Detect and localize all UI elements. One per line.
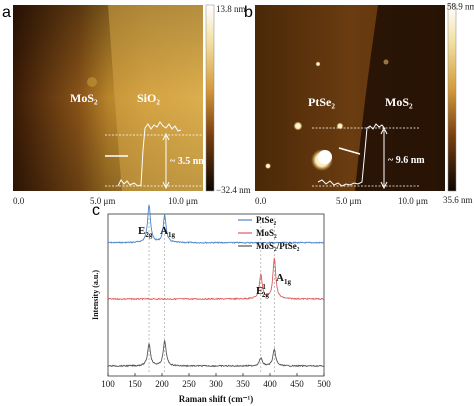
x-tick-label-7: 450 xyxy=(290,379,304,389)
afm-b-xtick-1: 5.0 μm xyxy=(336,196,361,206)
colorbar-a-min: −32.4 nm xyxy=(216,185,251,195)
afm-a-xtick-2: 10.0 μm xyxy=(168,196,198,206)
afm-b-xtick-0: 0.0 xyxy=(255,196,267,206)
raman-xlabel: Raman shift (cm⁻¹) xyxy=(179,394,253,404)
afm-b-profile xyxy=(312,123,420,190)
x-tick-label-0: 100 xyxy=(101,379,115,389)
panel-c-letter: c xyxy=(92,202,100,219)
x-tick-label-5: 350 xyxy=(236,379,250,389)
panel-b-letter: b xyxy=(244,4,253,21)
colorbar-a-max: 13.8 nm xyxy=(216,4,246,14)
afm-b-height-label: ~ 9.6 nm xyxy=(388,155,425,166)
colorbar-b-max: 58.9 nm xyxy=(447,1,474,11)
series-line-1 xyxy=(107,257,325,301)
raman-ylabel: Intensity (a.u.) xyxy=(91,270,100,320)
reference-lines xyxy=(148,218,275,372)
afm-a-xtick-0: 0.0 xyxy=(13,196,25,206)
afm-a-right-label: SiO₂ xyxy=(137,91,160,105)
afm-b-right-label: MoS₂ xyxy=(385,95,413,109)
afm-image-b xyxy=(255,5,445,191)
afm-a-left-label: MoS₂ xyxy=(70,91,98,105)
panel-a-letter: a xyxy=(2,4,11,21)
raman-x-ticks: 100 150 200 250 300 350 400 450 500 xyxy=(101,373,331,389)
afm-b-left-label: PtSe₂ xyxy=(308,95,335,109)
raman-plot-frame xyxy=(107,213,325,377)
x-tick-label-3: 250 xyxy=(182,379,196,389)
colorbar-b xyxy=(447,4,457,192)
legend-label-mos2: MoS₂ xyxy=(256,228,277,238)
peak-label-a1g: A1g xyxy=(160,225,175,239)
peak-label-e2g: E2g xyxy=(138,225,153,239)
raman-legend: PtSe₂ MoS₂ MoS₂/PtSe₂ xyxy=(238,215,300,251)
series-line-2 xyxy=(107,340,325,368)
afm-a-profile xyxy=(105,121,202,190)
raman-series xyxy=(107,204,325,368)
x-tick-label-8: 500 xyxy=(317,379,331,389)
afm-image-a xyxy=(13,5,203,191)
x-tick-label-6: 400 xyxy=(263,379,277,389)
afm-b-xtick-2: 10.0 μm xyxy=(398,196,428,206)
peak-label-a1g-mos2: A1g xyxy=(276,272,291,286)
x-tick-label-2: 200 xyxy=(155,379,169,389)
peak-label-e2g-mos2: E1 2g xyxy=(256,283,269,299)
colorbar-a xyxy=(205,4,215,192)
x-tick-label-1: 150 xyxy=(128,379,142,389)
series-line-0 xyxy=(107,204,325,245)
afm-a-height-label: ~ 3.5 nm xyxy=(170,156,207,167)
afm-a-xtick-1: 5.0 μm xyxy=(90,196,115,206)
x-tick-label-4: 300 xyxy=(209,379,223,389)
legend-label-ptse2: PtSe₂ xyxy=(256,215,276,225)
legend-label-hetero: MoS₂/PtSe₂ xyxy=(256,241,300,251)
colorbar-b-min: 35.6 nm xyxy=(443,195,473,205)
